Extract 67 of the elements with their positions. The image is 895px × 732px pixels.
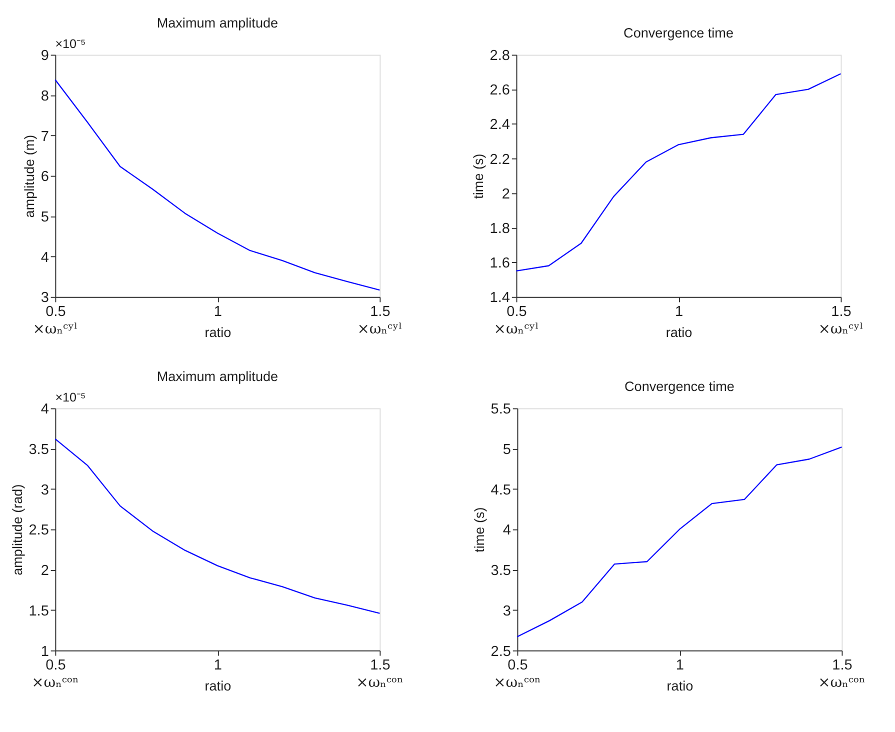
x-tick-label: 1.5 xyxy=(370,304,390,320)
x-tick-label: 1 xyxy=(676,657,684,674)
y-tick-label: 3.5 xyxy=(490,563,511,580)
x-tick-label: 0.5 xyxy=(46,304,66,320)
y-axis-title: time (s) xyxy=(472,507,487,552)
y-tick-label: 5 xyxy=(40,209,49,226)
x-tick-label: 1.5 xyxy=(831,304,852,320)
y-tick-label: 2.2 xyxy=(490,152,510,168)
y-tick-label: 3 xyxy=(502,603,511,620)
x-tick-label: 1.5 xyxy=(370,657,390,674)
y-tick-label: 5 xyxy=(502,442,511,458)
x-tick-label: 1 xyxy=(214,657,222,674)
y-tick-label: 3 xyxy=(40,290,49,306)
text: ×ωₙᶜᵒⁿ xyxy=(356,675,404,692)
text: ×ωₙᶜᵒⁿ xyxy=(32,675,79,692)
x-tick-label: 1.5 xyxy=(832,657,852,674)
y-axis-title: amplitude (m) xyxy=(22,134,38,218)
y-tick-label: 2 xyxy=(502,186,510,202)
chart-title: Convergence time xyxy=(624,378,734,394)
y-tick-label: 8 xyxy=(40,88,49,104)
x-axis-title: ratio xyxy=(666,678,694,694)
y-tick-label: 5.5 xyxy=(490,402,511,418)
x-tick-label: 0.5 xyxy=(506,304,527,320)
x-tick-label: 1 xyxy=(214,304,222,320)
y-tick-label: 2.5 xyxy=(490,644,511,660)
y-tick-label: 4 xyxy=(40,402,49,418)
x-axis-title: ratio xyxy=(666,325,692,340)
x-tick-label: 0.5 xyxy=(508,657,528,674)
y-tick-label: 2.5 xyxy=(28,522,49,539)
chart-title: Maximum amplitude xyxy=(156,16,278,31)
y-tick-label: 2.8 xyxy=(490,48,510,64)
text: ×ωₙᶜᵒⁿ xyxy=(818,675,866,692)
y-tick-label: 1.8 xyxy=(490,221,510,238)
y-tick-label: 2 xyxy=(40,563,49,580)
y-tick-label: 4 xyxy=(40,250,49,266)
text: ×ωₙᶜʸˡ xyxy=(818,322,864,338)
y-tick-label: 2.6 xyxy=(490,82,510,99)
y-tick-label: 1.6 xyxy=(490,256,510,272)
y-tick-label: 1 xyxy=(40,644,49,660)
line-series xyxy=(54,79,380,291)
text: ×ωₙᶜʸˡ xyxy=(357,322,402,338)
y-tick-label: 3.5 xyxy=(28,442,49,458)
chart-title: Maximum amplitude xyxy=(156,369,278,384)
y-tick-label: 7 xyxy=(40,128,49,145)
text: ×ωₙᶜʸˡ xyxy=(32,322,78,338)
y-tick-label: 9 xyxy=(40,48,49,64)
x-axis-title: ratio xyxy=(204,325,232,340)
y-tick-label: 4.5 xyxy=(490,482,511,498)
x-tick-label: 1 xyxy=(674,304,684,320)
line-series xyxy=(54,438,380,614)
line-series xyxy=(516,73,842,272)
y-axis-title: amplitude (rad) xyxy=(10,484,25,576)
text: ×ωₙᶜᵒⁿ xyxy=(494,675,541,692)
x-tick-label: 0.5 xyxy=(46,657,66,674)
line-series xyxy=(516,446,842,638)
y-tick-label: 2.4 xyxy=(490,117,510,134)
y-tick-label: 6 xyxy=(40,169,49,186)
y-tick-label: 4 xyxy=(502,522,511,539)
text: ×10⁻⁵ xyxy=(55,36,86,51)
y-tick-label: 1.4 xyxy=(490,290,510,306)
text: ×10⁻⁵ xyxy=(55,390,86,404)
y-tick-label: 3 xyxy=(40,482,49,498)
y-tick-label: 1.5 xyxy=(28,603,49,620)
text: ×ωₙᶜʸˡ xyxy=(494,322,539,338)
y-axis-title: time (s) xyxy=(471,154,486,199)
chart-title: Convergence time xyxy=(624,25,734,40)
x-axis-title: ratio xyxy=(204,678,232,694)
